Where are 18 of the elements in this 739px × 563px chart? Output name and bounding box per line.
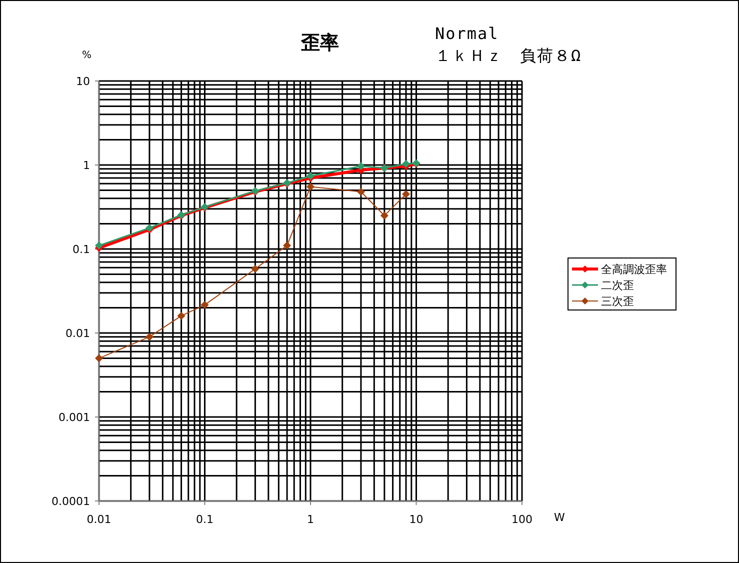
legend-label: 二次歪 [601,279,634,292]
chart-title: 歪率 [300,32,339,54]
y-tick-label: 0.1 [72,243,90,256]
y-tick-label: 10 [76,75,90,88]
legend-label: 三次歪 [601,295,634,308]
y-tick-label: 0.0001 [52,495,90,508]
y-tick-label: 1 [83,159,90,172]
x-axis-title: W [554,511,565,524]
x-tick-label: 10 [409,513,424,526]
y-tick-label: 0.001 [58,411,90,424]
x-tick-label: 0.1 [196,513,214,526]
x-tick-label: 100 [512,513,532,526]
chart-subtitle: Normal １ｋＨｚ 負荷８Ω [435,24,582,65]
y-tick-label: 0.01 [66,327,90,340]
y-axis-title: % [82,50,92,61]
x-tick-label: 1 [307,513,314,526]
legend-label: 全高調波歪率 [601,263,667,276]
x-tick-label: 0.01 [86,513,112,526]
